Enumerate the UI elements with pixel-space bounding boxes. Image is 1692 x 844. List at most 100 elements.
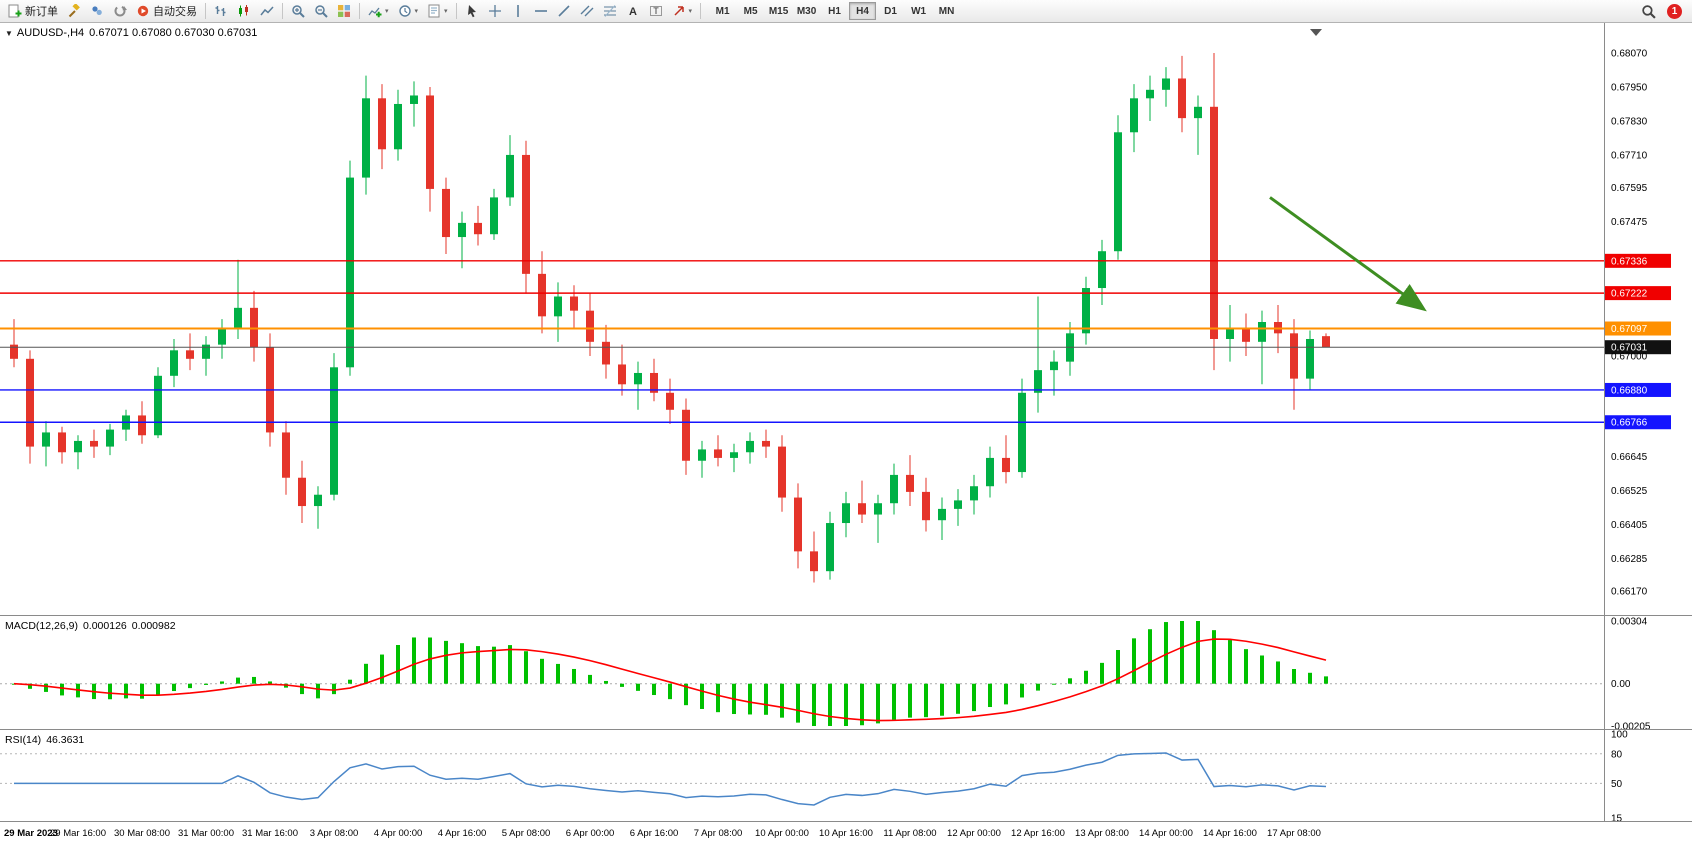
refresh-button[interactable] [109,1,131,21]
svg-text:0.67000: 0.67000 [1611,351,1648,362]
svg-text:0.66766: 0.66766 [1611,418,1648,429]
cursor-button[interactable] [461,1,483,21]
svg-text:0.67222: 0.67222 [1611,289,1648,300]
channel-icon [580,5,594,17]
periods-button[interactable]: ▾ [394,1,423,21]
clock-icon [398,5,411,17]
template-icon [428,4,440,18]
svg-text:-0.00205: -0.00205 [1611,722,1651,733]
svg-text:30 Mar 08:00: 30 Mar 08:00 [114,828,170,839]
svg-text:0.66525: 0.66525 [1611,486,1648,497]
timeframe-m1-button[interactable]: M1 [709,2,736,20]
svg-text:0.00304: 0.00304 [1611,617,1648,628]
toolbar-separator [700,3,702,19]
bar-chart-button[interactable] [210,1,232,21]
vertical-line-button[interactable] [507,1,529,21]
zoom-in-icon [292,5,305,18]
svg-text:0.67097: 0.67097 [1611,324,1648,335]
zoom-in-button[interactable] [287,1,309,21]
toolbar-separator [359,3,360,19]
horizontal-line-icon [534,10,547,12]
timeframe-m5-button[interactable]: M5 [737,2,764,20]
timeframe-mn-button[interactable]: MN [933,2,960,20]
macd-indicator [0,621,1604,726]
svg-text:31 Mar 16:00: 31 Mar 16:00 [242,828,298,839]
svg-text:5 Apr 08:00: 5 Apr 08:00 [502,828,551,839]
arrows-button[interactable]: ▾ [668,1,697,21]
price-level-lines[interactable]: 0.67336 0.67222 0.67097 0.67031 0.66880 0.667… [0,253,1671,430]
crosshair-button[interactable] [484,1,506,21]
svg-text:A: A [629,6,637,18]
search-icon [1642,4,1656,19]
auto-trading-button[interactable]: 自动交易 [132,1,201,21]
tile-windows-button[interactable] [333,1,355,21]
metaeditor-icon [68,4,80,18]
candlestick-chart-icon [239,5,248,17]
auto-trading-icon [137,5,149,17]
refresh-icon [114,5,127,17]
svg-text:12 Apr 00:00: 12 Apr 00:00 [947,828,1001,839]
profiles-button[interactable] [86,1,108,21]
panel-borders [0,23,1692,822]
templates-button[interactable]: ▾ [423,1,452,21]
trendline-button[interactable] [553,1,575,21]
timeframe-d1-button[interactable]: D1 [877,2,904,20]
line-chart-button[interactable] [256,1,278,21]
price-axis[interactable]: 0.68070 0.67950 0.67830 0.67710 0.67595 0.674… [1611,49,1651,825]
indicators-button[interactable]: ▾ [364,1,393,21]
bar-chart-icon [215,6,226,16]
profiles-icon [92,6,102,15]
svg-text:0.66285: 0.66285 [1611,554,1648,565]
metaeditor-button[interactable] [63,1,85,21]
new-order-icon [8,4,22,18]
svg-text:0.66405: 0.66405 [1611,520,1648,531]
svg-text:3 Apr 08:00: 3 Apr 08:00 [310,828,359,839]
shift-marker-icon [1310,29,1322,36]
timeframe-h1-button[interactable]: H1 [821,2,848,20]
timeframe-m30-button[interactable]: M30 [793,2,820,20]
svg-text:6 Apr 16:00: 6 Apr 16:00 [630,828,679,839]
svg-text:0.67475: 0.67475 [1611,217,1648,228]
svg-text:31 Mar 00:00: 31 Mar 00:00 [178,828,234,839]
collapse-arrow-icon[interactable]: ▼ [5,29,13,38]
svg-text:4 Apr 16:00: 4 Apr 16:00 [438,828,487,839]
candlestick-chart-button[interactable] [233,1,255,21]
svg-text:50: 50 [1611,779,1623,790]
text-icon: A [629,6,637,18]
text-label-button[interactable]: T [645,1,667,21]
chevron-down-icon: ▾ [385,7,389,15]
fibonacci-button[interactable] [599,1,621,21]
svg-text:0.67830: 0.67830 [1611,116,1648,127]
svg-text:14 Apr 16:00: 14 Apr 16:00 [1203,828,1257,839]
svg-text:0.67950: 0.67950 [1611,82,1648,93]
equidistant-channel-button[interactable] [576,1,598,21]
svg-text:13 Apr 08:00: 13 Apr 08:00 [1075,828,1129,839]
chevron-down-icon: ▾ [444,7,448,15]
trend-arrow-annotation[interactable] [1269,196,1427,312]
svg-text:100: 100 [1611,730,1628,741]
new-order-button[interactable]: 新订单 [4,1,62,21]
text-label-icon: T [649,6,662,16]
timeframe-w1-button[interactable]: W1 [905,2,932,20]
svg-text:12 Apr 16:00: 12 Apr 16:00 [1011,828,1065,839]
svg-text:11 Apr 08:00: 11 Apr 08:00 [883,828,936,839]
tile-windows-icon [338,5,350,17]
chart-window: 0.67336 0.67222 0.67097 0.67031 0.66880 0.667… [0,23,1692,844]
fibonacci-icon [603,5,616,17]
notification-badge[interactable]: 1 [1667,3,1682,19]
svg-text:14 Apr 00:00: 14 Apr 00:00 [1139,828,1193,839]
chevron-down-icon: ▾ [688,7,693,15]
zoom-out-button[interactable] [310,1,332,21]
timeframe-m15-button[interactable]: M15 [765,2,792,20]
horizontal-line-button[interactable] [530,1,552,21]
chart-canvas[interactable]: 0.67336 0.67222 0.67097 0.67031 0.66880 0.667… [0,23,1692,844]
timeframe-h4-button[interactable]: H4 [849,2,877,20]
svg-text:10 Apr 16:00: 10 Apr 16:00 [819,828,873,839]
svg-text:0.67031: 0.67031 [1611,343,1648,354]
search-button[interactable] [1637,1,1660,21]
svg-text:7 Apr 08:00: 7 Apr 08:00 [694,828,743,839]
text-button[interactable]: A [622,1,644,21]
arrow-object-icon [674,6,684,16]
